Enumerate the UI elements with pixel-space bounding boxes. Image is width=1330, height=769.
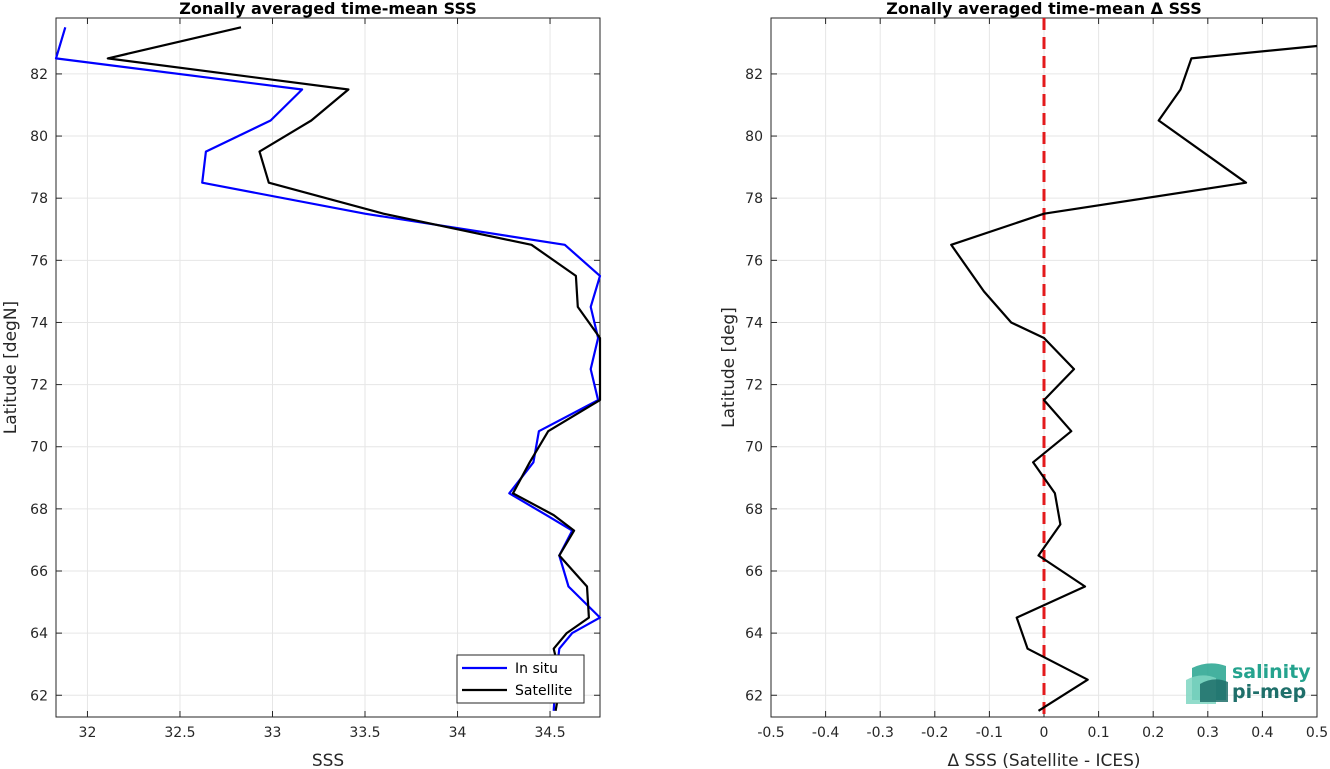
panel2-x-tick-label: 0.5	[1306, 725, 1328, 741]
panel1-legend-label: Satellite	[515, 683, 572, 699]
panel2-x-tick-label: -0.5	[757, 725, 784, 741]
logo-wave-shape	[1200, 679, 1228, 702]
panel2-x-tick-label: 0.4	[1251, 725, 1273, 741]
panel1-series-line-satellite	[106, 26, 602, 711]
panel2-y-tick-label: 72	[745, 378, 763, 394]
panel2-y-tick-label: 68	[745, 502, 763, 518]
panel2-x-tick-label: -0.1	[976, 725, 1003, 741]
panel1-y-tick-label: 80	[30, 129, 48, 145]
panel2-y-tick-label: 66	[745, 564, 763, 580]
panel2-x-tick-label: -0.3	[867, 725, 894, 741]
panel2-y-axis-label: Latitude [deg]	[719, 307, 739, 428]
logo-text-salinity: salinity	[1232, 661, 1311, 683]
panel1-x-tick-label: 34.5	[534, 725, 565, 741]
panel1-x-tick-label: 32	[79, 725, 97, 741]
panel2-y-tick-label: 80	[745, 129, 763, 145]
panel1-y-tick-label: 66	[30, 564, 48, 580]
logo-text-pimep: pi-mep	[1232, 681, 1306, 703]
panel1-y-tick-label: 72	[30, 378, 48, 394]
panel1-x-tick-label: 33	[264, 725, 282, 741]
panel2-y-tick-label: 70	[745, 440, 763, 456]
panel2-y-tick-label: 82	[745, 67, 763, 83]
panel1-series-line-in-situ	[54, 26, 602, 711]
panel2-x-tick-label: 0	[1040, 725, 1049, 741]
panel1-axes-box	[55, 17, 601, 718]
panel2-x-tick-label: 0.2	[1142, 725, 1164, 741]
panel1-title: Zonally averaged time-mean SSS	[179, 0, 477, 18]
panel2-y-tick-label: 74	[745, 315, 763, 331]
panel2-series-line-0	[950, 44, 1318, 712]
panel1-x-tick-label: 34	[449, 725, 467, 741]
panel1-y-tick-label: 64	[30, 626, 48, 642]
panel2-x-tick-label: -0.4	[812, 725, 839, 741]
panel1-legend-label: In situ	[515, 661, 558, 677]
panel2-title: Zonally averaged time-mean Δ SSS	[886, 0, 1202, 18]
panel1-y-tick-label: 82	[30, 67, 48, 83]
panel2-x-tick-label: -0.2	[921, 725, 948, 741]
panel2-y-tick-label: 76	[745, 253, 763, 269]
panel1-x-tick-label: 32.5	[164, 725, 195, 741]
panel2-y-tick-label: 78	[745, 191, 763, 207]
panel1-y-tick-label: 76	[30, 253, 48, 269]
panel1-legend-box	[456, 654, 585, 704]
panel1-y-tick-label: 74	[30, 315, 48, 331]
panel1-y-tick-label: 78	[30, 191, 48, 207]
panel2-x-axis-label: Δ SSS (Satellite - ICES)	[947, 751, 1140, 769]
panel1-x-axis-label: SSS	[312, 751, 344, 769]
panel1-y-tick-label: 62	[30, 688, 48, 704]
panel1-y-axis-label: Latitude [degN]	[1, 301, 21, 434]
panel1-y-tick-label: 70	[30, 440, 48, 456]
panel2-x-tick-label: 0.3	[1197, 725, 1219, 741]
panel2-y-tick-label: 62	[745, 688, 763, 704]
panel1-x-tick-label: 33.5	[349, 725, 380, 741]
panel2-x-tick-label: 0.1	[1087, 725, 1109, 741]
panel1-y-tick-label: 68	[30, 502, 48, 518]
panel2-y-tick-label: 64	[745, 626, 763, 642]
